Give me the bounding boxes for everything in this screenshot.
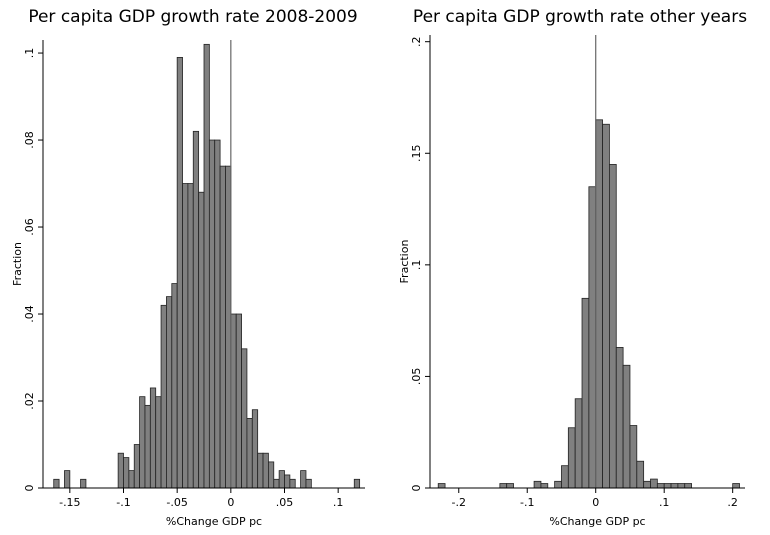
bar [123,457,130,489]
bar [656,483,665,489]
bar [133,444,141,489]
y-axis-label: Fraction [11,242,24,286]
bar [567,427,576,489]
bar [300,470,307,489]
x-axis-label: %Change GDP pc [166,515,262,528]
bar [235,313,242,489]
bar [53,478,60,489]
y-tick-label: .02 [23,392,36,410]
bar [149,387,157,489]
bar [128,470,135,489]
bar [554,480,562,489]
bar [289,478,296,489]
x-tick-label: 0 [592,496,599,509]
bar [117,452,124,489]
bar [160,304,167,489]
bar [182,183,189,489]
bar [677,483,686,489]
y-tick-label: .15 [410,145,423,163]
bar [166,296,173,489]
bar [561,465,569,489]
bar [246,418,253,489]
bar [278,470,285,489]
bar [353,478,361,489]
bar [251,409,259,489]
bar [208,139,216,489]
bar [615,347,624,489]
bar [144,404,151,489]
bar [684,483,692,489]
bar [176,56,183,489]
bar [581,297,590,489]
y-tick-label: .06 [23,218,36,236]
chart-title: Per capita GDP growth rate other years [413,7,747,27]
x-tick-label: -.1 [116,496,130,509]
chart-title: Per capita GDP growth rate 2008-2009 [28,7,357,27]
bar [187,183,194,489]
y-tick-label: .08 [23,131,36,149]
bar [305,478,312,489]
bar [629,425,638,489]
bar [80,478,87,489]
bar [499,483,508,489]
x-tick-label: .05 [276,496,294,509]
bar [198,191,205,489]
y-tick-label: .04 [23,305,36,323]
bar [533,480,542,489]
bar [192,130,200,489]
x-tick-label: -.05 [166,496,187,509]
bar [284,474,291,489]
x-axis-label: %Change GDP pc [549,515,645,528]
y-axis-label: Fraction [398,240,411,284]
bar [155,396,162,489]
bar [636,460,645,489]
bar [64,470,71,489]
bar [622,364,631,489]
bar [650,478,658,489]
bar [230,313,237,489]
x-tick-label: -.1 [520,496,534,509]
y-tick-label: .1 [410,260,423,271]
bar [670,483,679,489]
bar [219,165,226,489]
bar [574,398,583,489]
bar [437,483,446,489]
bar [643,480,651,489]
y-tick-label: .1 [23,48,36,59]
x-tick-label: .2 [727,496,738,509]
bar [506,483,514,489]
x-tick-label: -.2 [452,496,466,509]
bar [214,139,221,489]
x-tick-label: 0 [227,496,234,509]
bar [203,43,210,489]
x-tick-label: .1 [659,496,670,509]
y-tick-label: 0 [410,485,423,492]
x-tick-label: -.15 [59,496,80,509]
bar [171,283,178,489]
bar [663,483,672,489]
bar [588,186,597,489]
y-tick-label: .05 [410,368,423,386]
y-tick-label: 0 [23,485,36,492]
bar [732,483,740,489]
bar [609,164,617,489]
bar [262,452,269,489]
bar [267,461,275,489]
y-tick-label: .2 [410,36,423,47]
x-tick-label: .1 [333,496,344,509]
bar [595,119,603,489]
bar [139,396,146,489]
bar [540,483,549,489]
bar [225,165,232,489]
bar [257,452,264,489]
bar [602,123,610,489]
bar [273,478,280,489]
bar [241,348,248,489]
